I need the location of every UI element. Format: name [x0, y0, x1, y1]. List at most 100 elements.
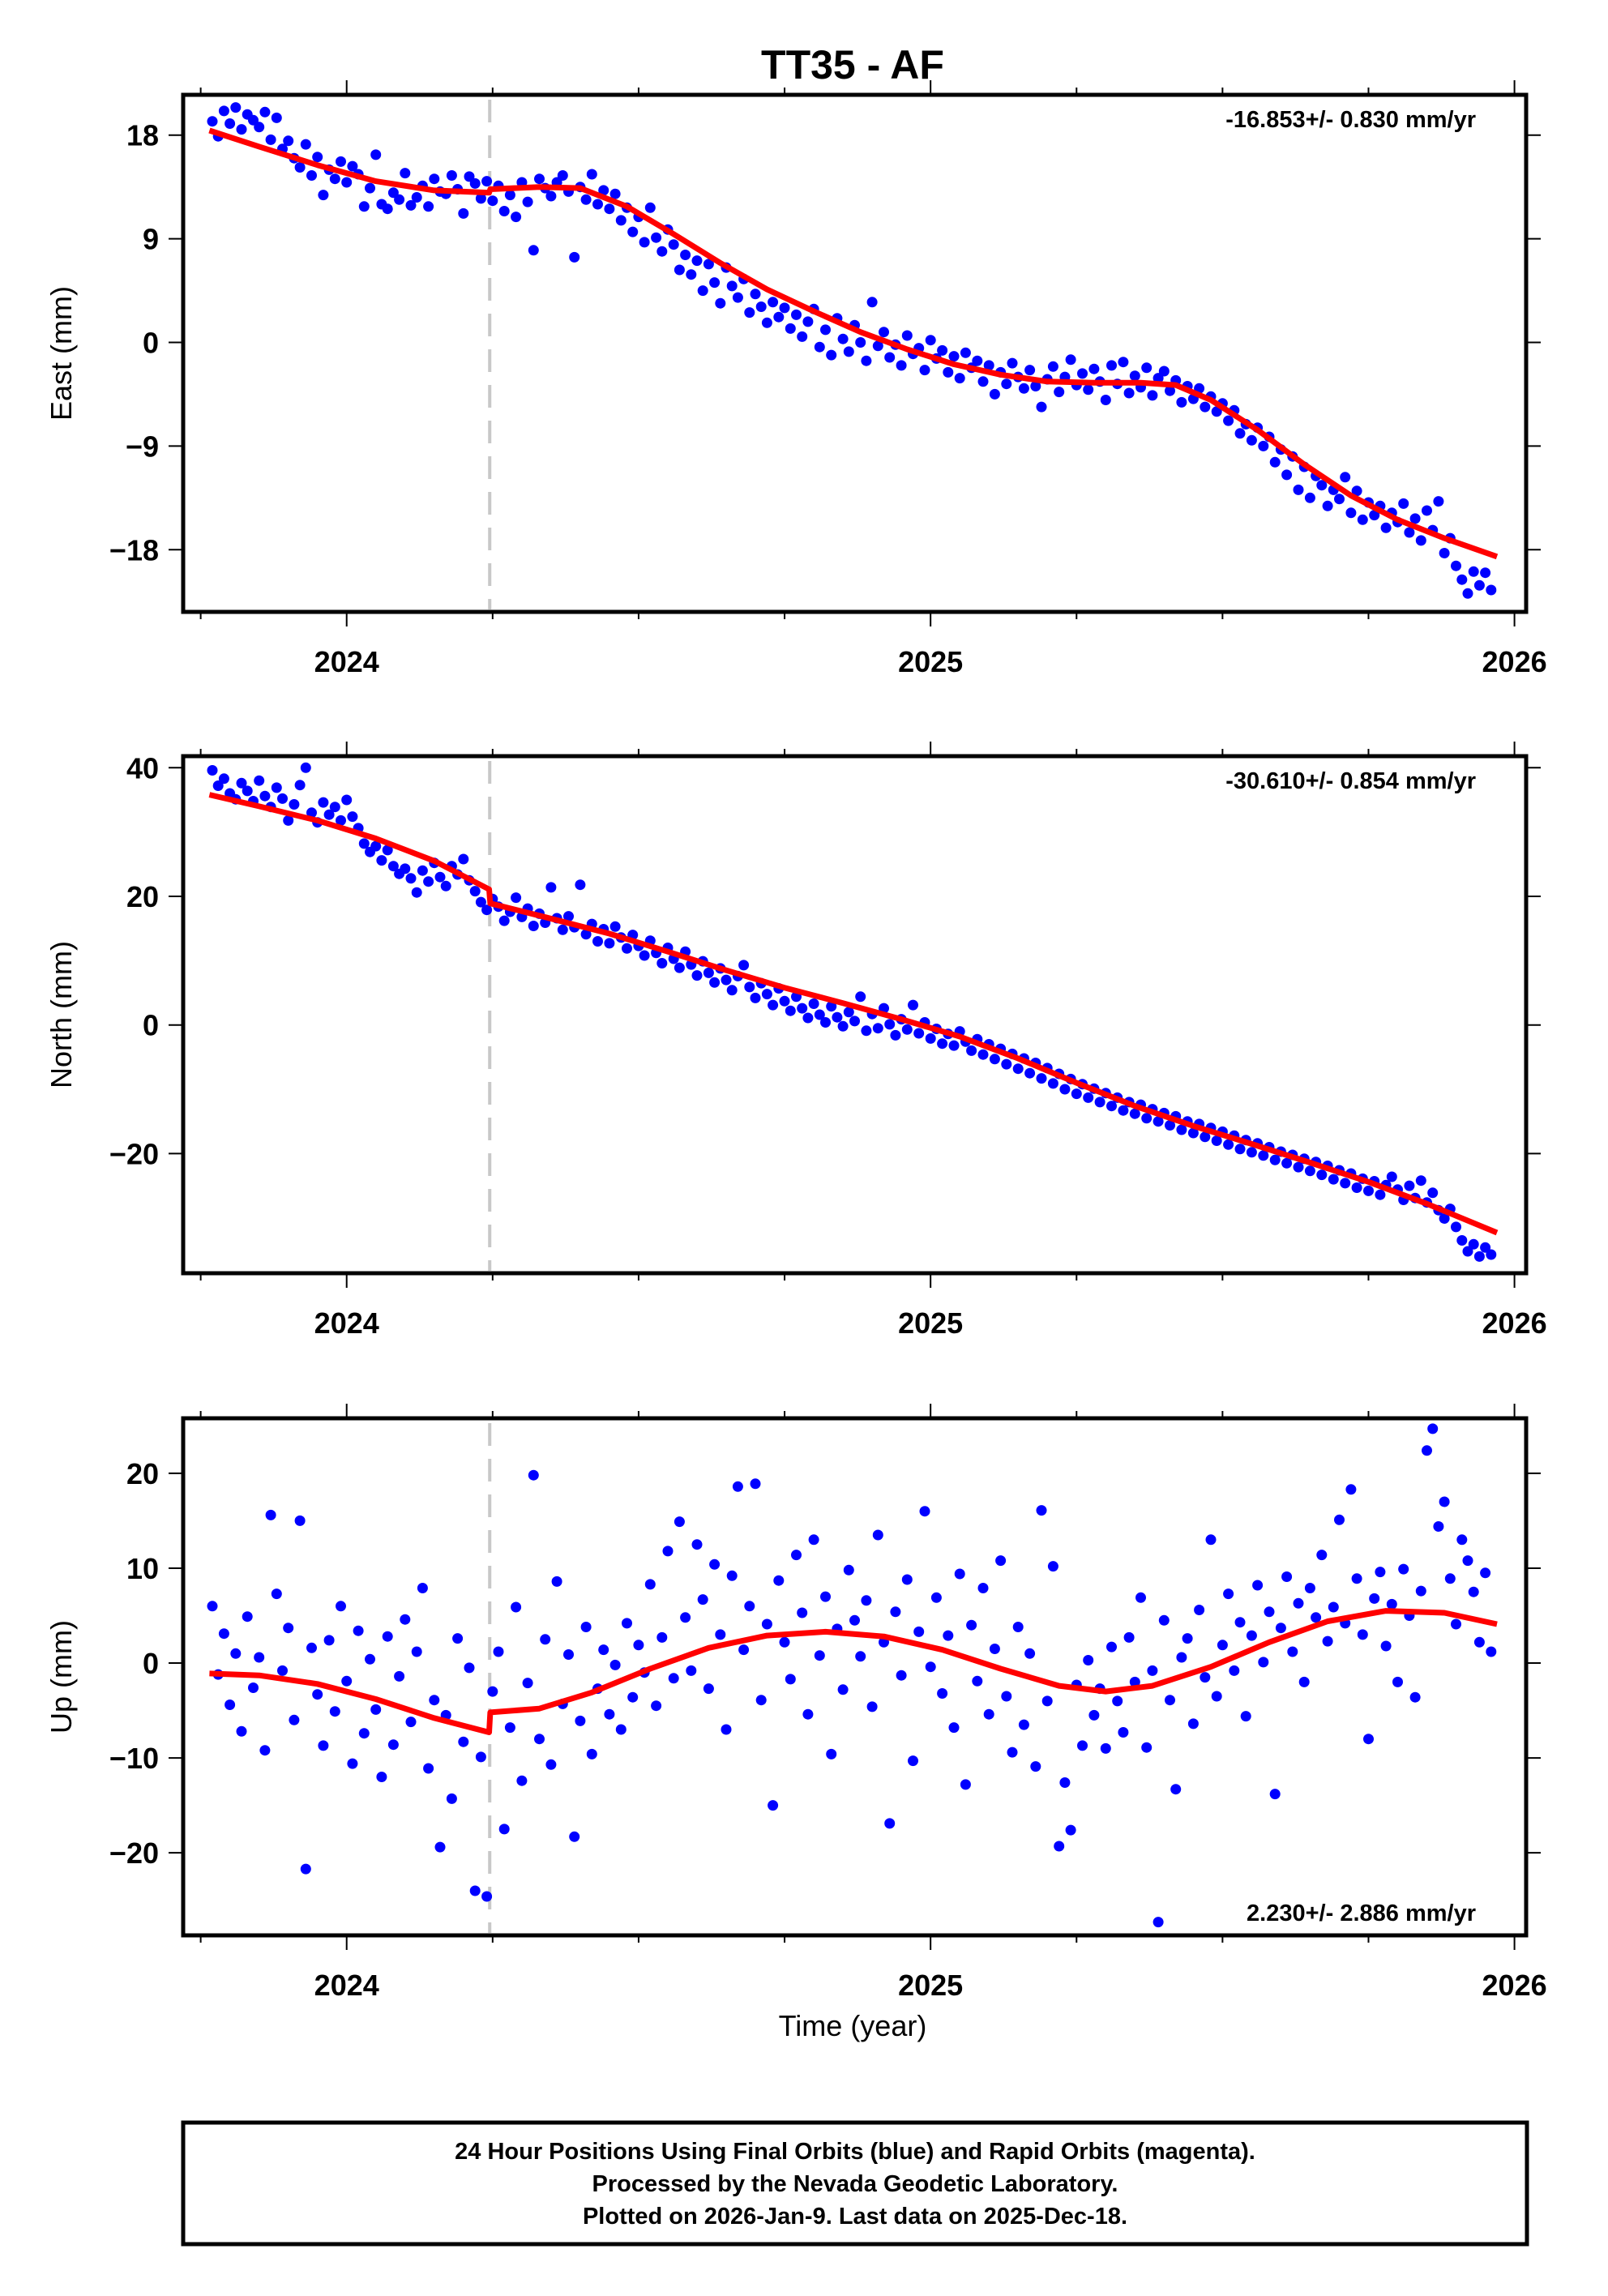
- data-point: [1153, 1116, 1164, 1127]
- data-point: [1234, 428, 1246, 439]
- data-point: [411, 1646, 422, 1657]
- data-point: [604, 203, 615, 215]
- data-point: [358, 1728, 370, 1739]
- data-point: [1404, 1180, 1415, 1191]
- footer-line-3: Plotted on 2026-Jan-9. Last data on 2025…: [583, 2204, 1127, 2230]
- data-point: [1363, 1185, 1374, 1196]
- data-point: [259, 1745, 271, 1756]
- data-point: [592, 936, 603, 947]
- data-point: [1129, 1108, 1140, 1119]
- east-panel: 18 9 0 −9 −18 East (mm) 2024 2025 2026 -16.853+/-…: [45, 80, 1547, 678]
- data-point: [930, 1592, 942, 1603]
- data-point: [294, 162, 306, 173]
- data-point: [207, 1601, 218, 1612]
- data-point: [1398, 1563, 1409, 1575]
- data-point: [1024, 1067, 1036, 1079]
- data-point: [1281, 1157, 1293, 1169]
- data-point: [615, 1724, 627, 1735]
- data-point: [1047, 1078, 1058, 1089]
- data-point: [972, 1675, 983, 1687]
- data-point: [481, 1891, 493, 1902]
- data-point: [353, 1625, 364, 1636]
- data-point: [336, 815, 346, 826]
- data-point: [405, 1717, 417, 1728]
- data-point: [458, 853, 469, 865]
- data-point: [1258, 1150, 1269, 1161]
- data-point: [726, 1570, 738, 1581]
- data-point: [1427, 1187, 1439, 1199]
- data-point: [341, 177, 353, 188]
- data-point: [837, 333, 849, 344]
- data-point: [1258, 1657, 1269, 1668]
- data-point: [464, 171, 475, 182]
- data-point: [575, 879, 586, 891]
- data-point: [394, 1670, 405, 1682]
- data-point: [254, 1652, 265, 1663]
- data-point: [1357, 514, 1368, 525]
- data-point: [768, 1800, 779, 1811]
- data-point: [1118, 1727, 1129, 1738]
- data-point: [768, 999, 779, 1011]
- up-panel: 20 10 0 −10 −20 Up (mm) 2024 2025 2026 2.230+/- 2…: [45, 1404, 1547, 2002]
- data-point: [1340, 1178, 1351, 1189]
- data-point: [866, 297, 878, 308]
- data-point: [1135, 1592, 1146, 1603]
- data-point: [230, 1648, 242, 1659]
- data-point: [1211, 406, 1222, 417]
- data-point: [1036, 1505, 1047, 1516]
- data-point: [429, 1695, 440, 1706]
- data-point: [989, 1644, 1000, 1654]
- data-point: [1018, 383, 1029, 394]
- data-point: [691, 1539, 703, 1550]
- data-point: [1059, 1084, 1071, 1095]
- data-point: [615, 215, 627, 226]
- data-point: [323, 1635, 335, 1646]
- data-point: [948, 1722, 960, 1734]
- data-point: [265, 134, 276, 145]
- data-point: [318, 797, 329, 808]
- data-point: [1246, 1630, 1257, 1641]
- x-tick-label: 2025: [898, 645, 963, 678]
- north-velocity-label: -30.610+/- 0.854 mm/yr: [1225, 768, 1476, 794]
- data-point: [557, 170, 568, 181]
- data-point: [715, 297, 726, 309]
- data-point: [469, 886, 481, 897]
- east-y-axis-label: East (mm): [45, 286, 78, 421]
- y-tick-label: 0: [143, 327, 159, 360]
- data-point: [522, 1678, 533, 1689]
- y-tick-label: 10: [126, 1552, 159, 1585]
- y-tick-label: 9: [143, 223, 159, 256]
- data-point: [872, 1023, 883, 1034]
- data-point: [1059, 1777, 1071, 1788]
- data-point: [329, 173, 340, 185]
- data-point: [207, 116, 218, 127]
- data-point: [1316, 1169, 1328, 1181]
- data-point: [750, 289, 761, 300]
- data-point: [703, 259, 714, 270]
- data-point: [394, 194, 405, 205]
- data-point: [365, 1653, 375, 1665]
- data-point: [861, 1595, 872, 1606]
- data-point: [750, 1478, 761, 1490]
- data-point: [423, 201, 434, 212]
- data-point: [545, 882, 557, 893]
- data-point: [709, 277, 721, 289]
- data-point: [575, 1715, 586, 1726]
- y-tick-label: 20: [126, 880, 159, 913]
- data-point: [312, 152, 323, 163]
- north-y-axis-label: North (mm): [45, 941, 78, 1088]
- data-point: [1409, 1691, 1421, 1703]
- data-point: [1386, 1598, 1397, 1610]
- data-point: [458, 207, 469, 219]
- data-point: [1252, 1580, 1264, 1591]
- data-point: [785, 1005, 796, 1016]
- data-point: [744, 981, 755, 993]
- data-point: [516, 1775, 528, 1786]
- data-point: [1001, 1058, 1012, 1070]
- data-point: [265, 1509, 276, 1520]
- data-point: [306, 170, 317, 181]
- data-point: [1334, 1514, 1345, 1525]
- data-point: [236, 124, 247, 135]
- data-point: [1229, 1665, 1240, 1676]
- data-point: [1281, 1571, 1293, 1582]
